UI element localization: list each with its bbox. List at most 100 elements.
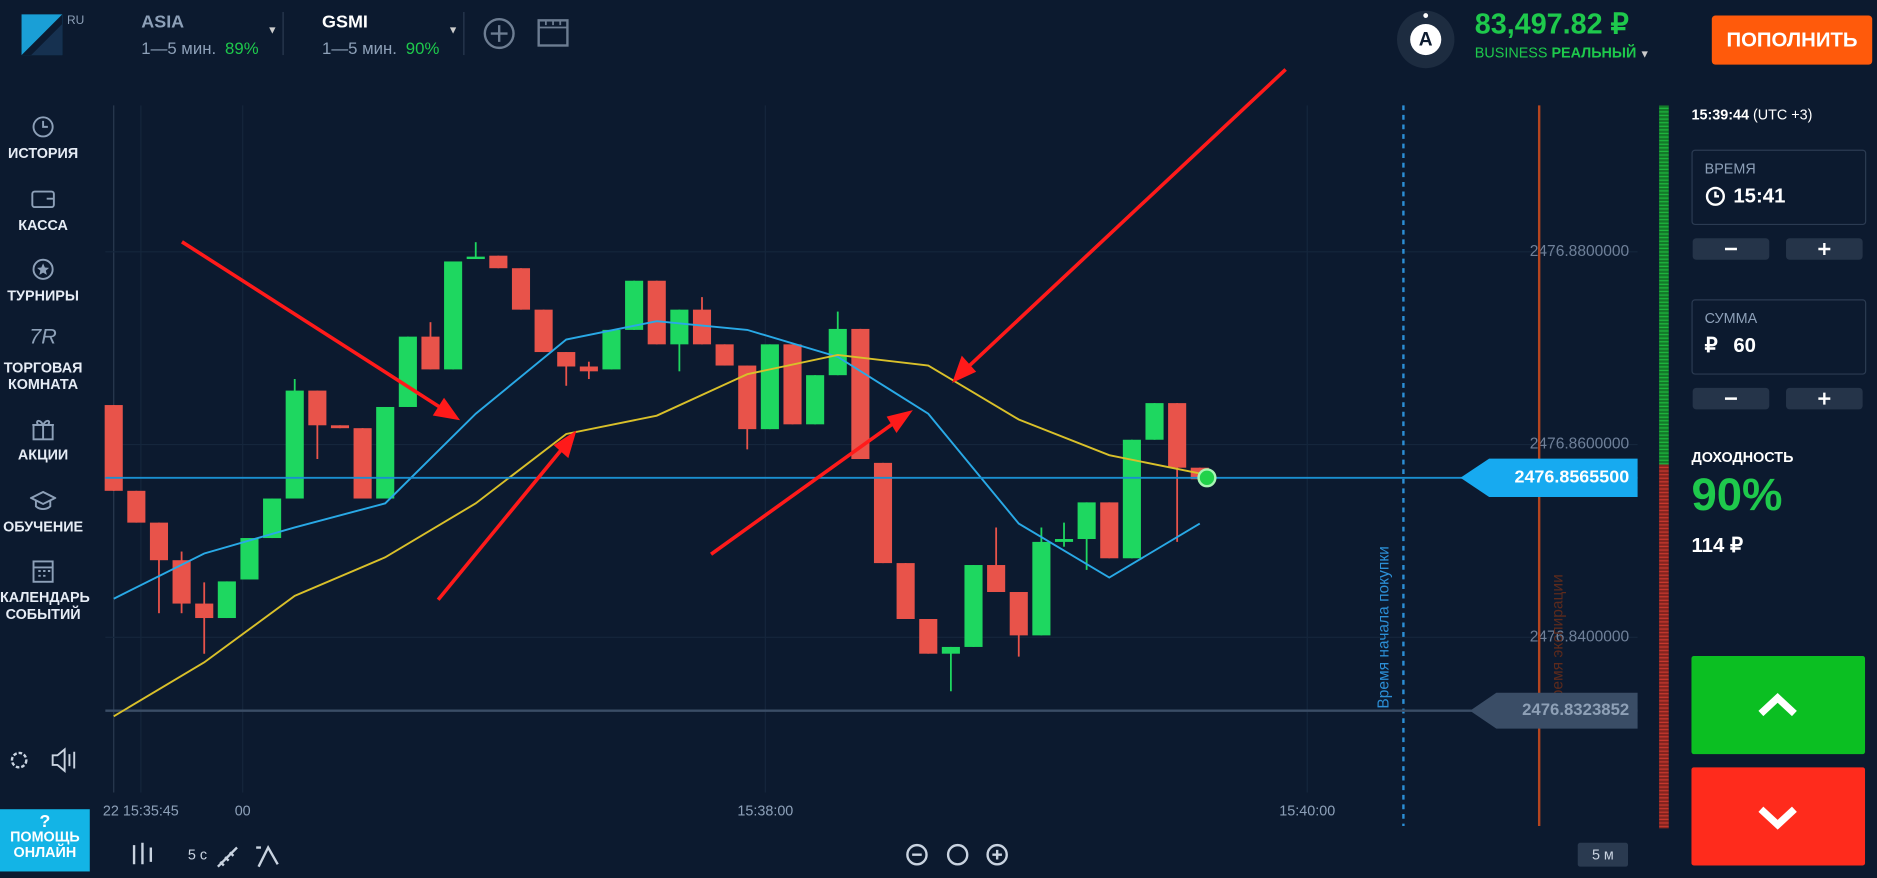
amount-box[interactable]: СУММА ₽ 60 [1691, 299, 1867, 375]
sidebar-label: КАССА [18, 216, 68, 234]
candle-body [172, 560, 191, 604]
call-button[interactable] [1691, 655, 1866, 755]
sidebar-label: ИСТОРИЯ [8, 144, 79, 162]
sidebar-label: ОБУЧЕНИЕ [3, 518, 84, 536]
sidebar-label: ТУРНИРЫ [7, 287, 79, 305]
currency: ₽ [1704, 333, 1718, 357]
candle-body [828, 328, 847, 376]
put-button[interactable] [1691, 767, 1866, 866]
candle-body [1100, 502, 1119, 559]
asset-name: ASIA [141, 11, 185, 33]
candle-body [919, 618, 938, 654]
candle-body [1168, 403, 1187, 468]
candle-body [738, 365, 757, 430]
sidebar-item[interactable]: КАССА [0, 186, 86, 234]
time-label: ВРЕМЯ [1704, 160, 1756, 178]
zoom-period[interactable]: 5 м [1592, 848, 1614, 864]
candle-body [873, 462, 893, 564]
candle-body [806, 375, 825, 425]
candle-body [851, 328, 870, 460]
sound[interactable] [51, 747, 76, 773]
account-mode: РЕАЛЬНЫЙ [1551, 44, 1637, 62]
zoom-fit[interactable] [946, 843, 969, 866]
amount-label: СУММА [1704, 310, 1758, 327]
sidebar-item[interactable]: ИСТОРИЯ [0, 114, 86, 162]
candle-body [353, 428, 372, 499]
x-tick-label: 15:40:00 [1279, 803, 1335, 819]
amount-plus[interactable] [1786, 387, 1863, 410]
sidebar-label: ТОРГОВАЯ КОМНАТА [3, 359, 83, 393]
help-button[interactable]: ? ПОМОЩЬ ОНЛАЙН [0, 809, 90, 872]
sidebar-item[interactable]: ТУРНИРЫ [0, 256, 86, 304]
amount-minus[interactable] [1692, 387, 1770, 410]
amount: 60 [1733, 333, 1757, 357]
candle-body [670, 309, 689, 345]
x-tick-label: 22 15:35:45 [103, 803, 179, 819]
zoom-out[interactable] [906, 843, 928, 866]
asset-tab[interactable]: GSMI 1—5 мин. 90% ▼ [322, 10, 466, 60]
logo[interactable] [19, 12, 67, 60]
candle-body [330, 425, 350, 429]
add-asset[interactable] [483, 17, 515, 50]
candle-body [149, 522, 169, 561]
help-icon: ? [39, 811, 51, 832]
sidebar-icon [32, 560, 54, 583]
payout-label: ДОХОДНОСТЬ [1691, 448, 1794, 466]
asset-name: GSMI [322, 11, 368, 33]
price-tag [1460, 458, 1638, 497]
asset-duration: 1—5 мин. [141, 38, 217, 58]
divider [463, 11, 465, 56]
candle-body [760, 344, 779, 430]
clock: 15:39:44 (UTC +3) [1691, 107, 1812, 124]
sidebar-label: КАЛЕНДАРЬ СОБЫТИЙ [0, 588, 90, 623]
asset-tab[interactable]: ASIA 1—5 мин. 89% ▼ [141, 10, 285, 60]
candle-body [579, 366, 598, 372]
ruler[interactable] [217, 846, 238, 868]
chart: 2476.8800000 2476.8600000 2476.8400000 22 1… [103, 68, 1638, 826]
time-minus[interactable] [1692, 238, 1770, 260]
sidebar-item[interactable]: АКЦИИ [0, 415, 86, 463]
sidebar-tools [10, 747, 76, 773]
candle-body [783, 344, 802, 425]
avatar[interactable]: A [1396, 10, 1456, 70]
candle-body [285, 390, 304, 499]
account[interactable]: BUSINESS РЕАЛЬНЫЙ ▼ [1474, 44, 1650, 62]
sidebar-item[interactable]: КАЛЕНДАРЬ СОБЫТИЙ [0, 558, 90, 623]
sidebar-icon [32, 258, 54, 280]
sidebar-item[interactable]: 7R ТОРГОВАЯ КОМНАТА [0, 324, 86, 393]
candle-body [534, 309, 553, 353]
chart-type[interactable] [132, 842, 153, 865]
profit: 114 ₽ [1691, 533, 1743, 557]
sidebar-item[interactable]: ОБУЧЕНИЕ [0, 487, 86, 535]
time-plus[interactable] [1786, 238, 1863, 260]
zoom-in[interactable] [986, 843, 1008, 866]
candle-body [217, 581, 236, 619]
logo-badge: RU [67, 14, 85, 28]
x-tick-label: 15:38:00 [737, 803, 793, 819]
timeframe[interactable]: 5 с [188, 848, 207, 864]
asset-payout: 90% [405, 38, 440, 58]
candle-body [964, 565, 983, 647]
candle-body [1077, 502, 1096, 540]
level-tag [1470, 692, 1638, 729]
divider [282, 11, 284, 56]
price-label: 2476.8565500 [1514, 467, 1629, 487]
sidebar-icon [31, 190, 55, 209]
candle-body [625, 280, 644, 330]
time-value: 15:41 [1733, 184, 1786, 208]
deposit-button[interactable]: ПОПОЛНИТЬ [1711, 15, 1873, 65]
timezone: (UTC +3) [1752, 106, 1813, 124]
candle-body [421, 336, 440, 370]
candle-body [896, 563, 915, 619]
candle-body [557, 352, 576, 367]
candle-body [1122, 439, 1141, 559]
time-box[interactable]: ВРЕМЯ 15:41 [1691, 149, 1867, 226]
sidebar-icon: 7R [29, 324, 57, 349]
candle-body [466, 256, 485, 260]
candle-body [240, 538, 259, 580]
y-tick-label: 2476.8800000 [1530, 243, 1630, 260]
drawing-tools[interactable] [256, 844, 279, 868]
candle-body [1054, 539, 1074, 542]
sidebar-label: АКЦИИ [17, 446, 69, 464]
